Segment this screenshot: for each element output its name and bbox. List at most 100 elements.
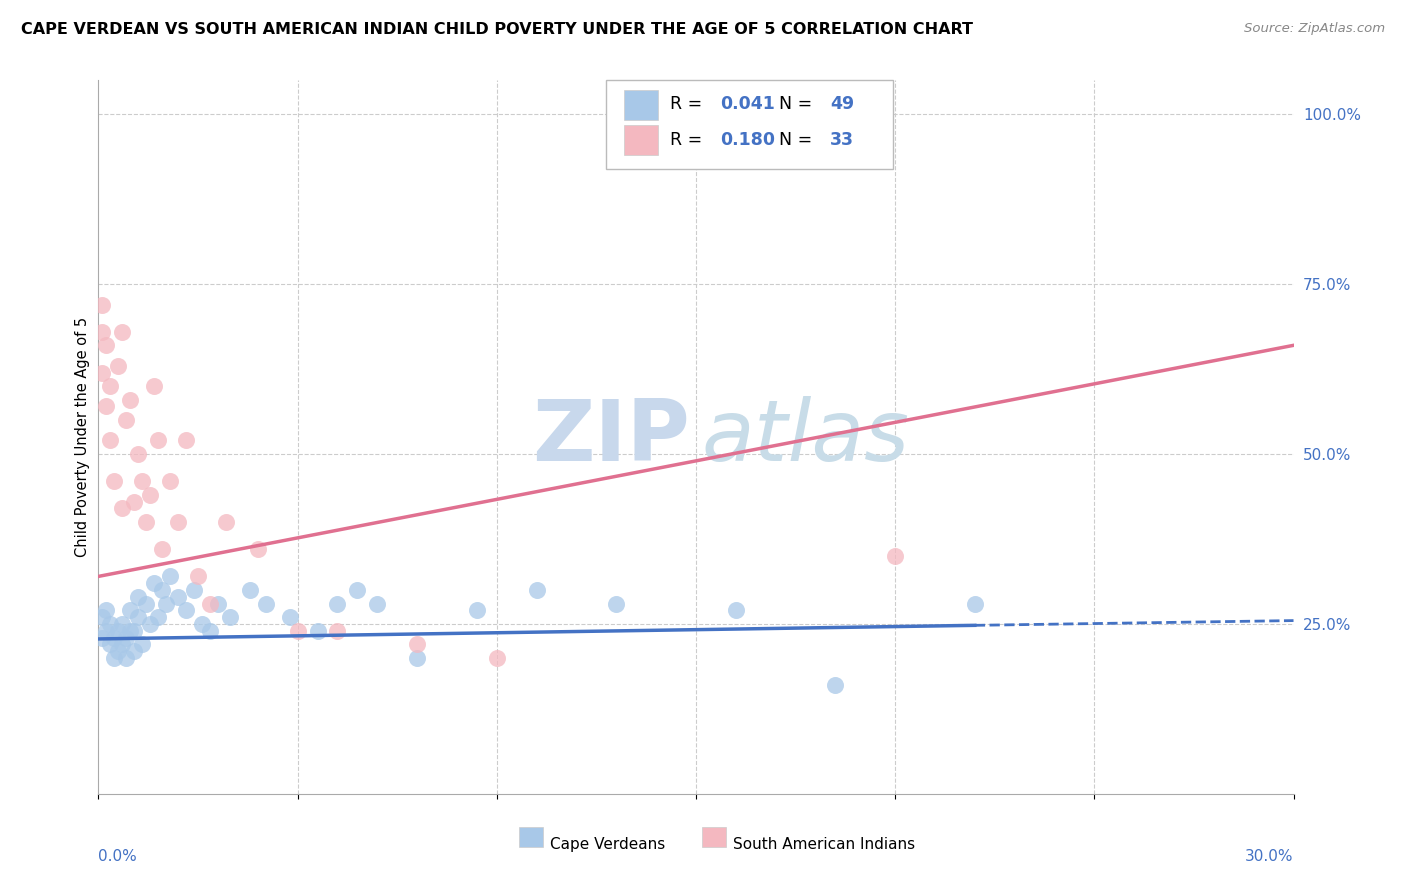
Point <box>174 603 197 617</box>
Point <box>135 597 157 611</box>
Point <box>107 359 129 373</box>
Point <box>526 582 548 597</box>
Point <box>884 549 907 563</box>
Point <box>91 325 114 339</box>
Y-axis label: Child Poverty Under the Age of 5: Child Poverty Under the Age of 5 <box>75 317 90 558</box>
Point <box>307 624 329 638</box>
Text: R =: R = <box>669 130 707 148</box>
Text: N =: N = <box>768 95 817 112</box>
Point <box>135 515 157 529</box>
Text: 0.041: 0.041 <box>720 95 775 112</box>
Point <box>406 651 429 665</box>
Point <box>107 644 129 658</box>
Point <box>187 569 209 583</box>
Point <box>198 597 221 611</box>
Point <box>155 597 177 611</box>
Point <box>287 624 309 638</box>
Point <box>120 624 142 638</box>
FancyBboxPatch shape <box>519 828 543 847</box>
Point <box>406 637 429 651</box>
Point <box>150 582 173 597</box>
Point <box>103 651 125 665</box>
Point <box>124 624 146 638</box>
Point <box>98 637 122 651</box>
Point <box>124 644 146 658</box>
Point <box>366 597 388 611</box>
Point <box>207 597 229 611</box>
Text: 33: 33 <box>830 130 853 148</box>
Text: 49: 49 <box>830 95 853 112</box>
Text: R =: R = <box>669 95 707 112</box>
Point <box>127 447 149 461</box>
Text: South American Indians: South American Indians <box>733 837 915 852</box>
Point <box>159 475 181 489</box>
Point <box>278 610 301 624</box>
FancyBboxPatch shape <box>624 89 658 120</box>
Point <box>824 678 846 692</box>
Point <box>346 582 368 597</box>
Point <box>148 434 170 448</box>
Point <box>254 597 277 611</box>
Point <box>103 475 125 489</box>
Point <box>91 297 114 311</box>
Point <box>183 582 205 597</box>
Point <box>107 624 129 638</box>
Point <box>485 651 508 665</box>
Point <box>111 637 134 651</box>
Point <box>127 610 149 624</box>
Point <box>167 515 190 529</box>
Point <box>215 515 238 529</box>
Point <box>326 624 349 638</box>
Point <box>150 542 173 557</box>
Point <box>127 590 149 604</box>
Point <box>963 597 986 611</box>
Text: N =: N = <box>768 130 817 148</box>
FancyBboxPatch shape <box>624 125 658 155</box>
Point <box>115 413 138 427</box>
Point <box>465 603 488 617</box>
Point <box>96 400 118 414</box>
Point <box>246 542 269 557</box>
Point <box>174 434 197 448</box>
Point <box>143 379 166 393</box>
FancyBboxPatch shape <box>606 80 893 169</box>
Point <box>115 651 138 665</box>
Point <box>96 338 118 352</box>
Text: Source: ZipAtlas.com: Source: ZipAtlas.com <box>1244 22 1385 36</box>
Point <box>91 631 114 645</box>
Text: atlas: atlas <box>702 395 910 479</box>
Point <box>131 637 153 651</box>
Point <box>91 610 114 624</box>
Point <box>159 569 181 583</box>
FancyBboxPatch shape <box>702 828 725 847</box>
Point <box>124 494 146 508</box>
Point <box>120 603 142 617</box>
Point <box>143 576 166 591</box>
Text: ZIP: ZIP <box>533 395 690 479</box>
Point <box>139 488 162 502</box>
Point <box>98 379 122 393</box>
Point <box>111 617 134 632</box>
Point <box>111 501 134 516</box>
Point <box>326 597 349 611</box>
Point <box>239 582 262 597</box>
Point <box>98 617 122 632</box>
Point <box>167 590 190 604</box>
Point <box>96 624 118 638</box>
Text: CAPE VERDEAN VS SOUTH AMERICAN INDIAN CHILD POVERTY UNDER THE AGE OF 5 CORRELATI: CAPE VERDEAN VS SOUTH AMERICAN INDIAN CH… <box>21 22 973 37</box>
Point <box>191 617 214 632</box>
Point <box>96 603 118 617</box>
Text: Cape Verdeans: Cape Verdeans <box>550 837 665 852</box>
Text: 30.0%: 30.0% <box>1246 849 1294 864</box>
Point <box>91 366 114 380</box>
Point <box>115 631 138 645</box>
Point <box>111 325 134 339</box>
Point <box>219 610 242 624</box>
Text: 0.180: 0.180 <box>720 130 775 148</box>
Text: 0.0%: 0.0% <box>98 849 138 864</box>
Point <box>131 475 153 489</box>
Point <box>103 631 125 645</box>
Point <box>120 392 142 407</box>
Point <box>605 597 627 611</box>
Point <box>139 617 162 632</box>
